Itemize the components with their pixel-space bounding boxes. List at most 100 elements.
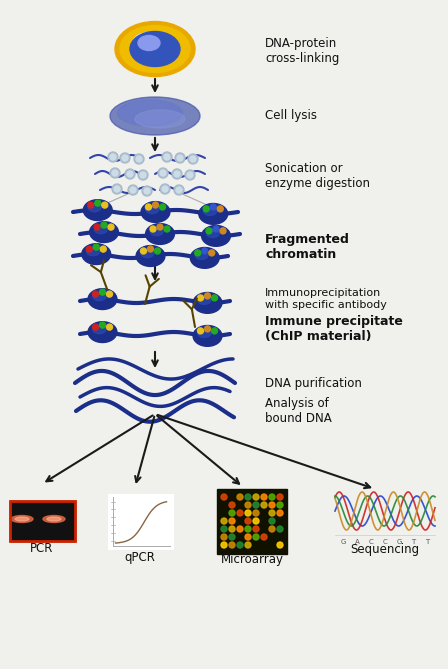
- Circle shape: [94, 224, 100, 230]
- Circle shape: [95, 200, 101, 206]
- Text: DNA-protein
cross-linking: DNA-protein cross-linking: [265, 37, 340, 65]
- Text: G: G: [396, 539, 402, 545]
- Ellipse shape: [195, 252, 208, 260]
- Circle shape: [221, 526, 227, 532]
- Text: DNA purification: DNA purification: [265, 377, 362, 391]
- Circle shape: [107, 324, 112, 330]
- Circle shape: [110, 154, 116, 160]
- Ellipse shape: [138, 35, 160, 50]
- Circle shape: [253, 510, 259, 516]
- Circle shape: [130, 187, 136, 193]
- Ellipse shape: [15, 517, 29, 521]
- Ellipse shape: [133, 33, 161, 53]
- Circle shape: [237, 542, 243, 548]
- Circle shape: [142, 186, 152, 196]
- Text: Fragmented
chromatin: Fragmented chromatin: [265, 233, 350, 261]
- Circle shape: [134, 154, 144, 164]
- Ellipse shape: [120, 25, 190, 72]
- Circle shape: [245, 494, 251, 500]
- Circle shape: [93, 244, 99, 250]
- Circle shape: [138, 170, 148, 180]
- Ellipse shape: [115, 21, 195, 76]
- Ellipse shape: [141, 201, 170, 222]
- Ellipse shape: [135, 110, 185, 128]
- Ellipse shape: [198, 296, 211, 304]
- Text: Sonication or
enzyme digestion: Sonication or enzyme digestion: [265, 162, 370, 190]
- Circle shape: [206, 228, 212, 234]
- Circle shape: [261, 502, 267, 508]
- Ellipse shape: [207, 229, 219, 237]
- Circle shape: [164, 226, 170, 232]
- Ellipse shape: [190, 248, 219, 268]
- Ellipse shape: [90, 221, 118, 242]
- Ellipse shape: [93, 326, 106, 334]
- Circle shape: [221, 542, 227, 548]
- Circle shape: [261, 494, 267, 500]
- Text: C: C: [369, 539, 373, 545]
- Circle shape: [176, 187, 182, 193]
- FancyBboxPatch shape: [108, 494, 172, 549]
- Circle shape: [158, 168, 168, 178]
- Circle shape: [195, 250, 201, 256]
- Circle shape: [203, 206, 209, 212]
- Ellipse shape: [117, 100, 182, 126]
- Circle shape: [261, 534, 267, 540]
- Circle shape: [277, 510, 283, 516]
- Circle shape: [221, 534, 227, 540]
- Circle shape: [217, 206, 223, 212]
- Circle shape: [237, 526, 243, 532]
- Circle shape: [269, 494, 275, 500]
- Circle shape: [152, 202, 159, 208]
- Circle shape: [164, 154, 170, 160]
- Circle shape: [141, 248, 146, 254]
- Circle shape: [140, 172, 146, 178]
- Circle shape: [88, 202, 94, 208]
- Circle shape: [229, 502, 235, 508]
- Circle shape: [177, 155, 183, 161]
- Circle shape: [245, 526, 251, 532]
- Ellipse shape: [83, 200, 112, 221]
- Ellipse shape: [199, 203, 228, 224]
- Circle shape: [269, 510, 275, 516]
- Circle shape: [112, 184, 122, 194]
- Circle shape: [99, 322, 105, 328]
- Circle shape: [146, 204, 151, 210]
- Circle shape: [269, 526, 275, 532]
- Circle shape: [114, 186, 120, 192]
- Circle shape: [229, 518, 235, 524]
- Circle shape: [190, 156, 196, 162]
- FancyBboxPatch shape: [217, 488, 287, 553]
- Circle shape: [108, 224, 114, 230]
- Ellipse shape: [43, 516, 65, 522]
- Circle shape: [210, 204, 216, 210]
- Circle shape: [277, 542, 283, 548]
- Circle shape: [253, 526, 259, 532]
- Ellipse shape: [82, 244, 111, 264]
- Ellipse shape: [193, 326, 222, 347]
- Circle shape: [253, 534, 259, 540]
- Circle shape: [92, 324, 99, 330]
- Ellipse shape: [47, 517, 61, 521]
- Circle shape: [198, 295, 203, 301]
- Circle shape: [220, 228, 226, 234]
- Circle shape: [229, 534, 235, 540]
- Text: T: T: [425, 539, 429, 545]
- Circle shape: [213, 226, 219, 232]
- Ellipse shape: [88, 289, 117, 310]
- Ellipse shape: [151, 227, 163, 235]
- FancyBboxPatch shape: [9, 501, 74, 541]
- Ellipse shape: [88, 322, 117, 343]
- Text: G: G: [340, 539, 346, 545]
- Circle shape: [204, 326, 211, 332]
- Circle shape: [253, 494, 259, 500]
- Circle shape: [209, 250, 215, 256]
- Circle shape: [229, 510, 235, 516]
- Circle shape: [110, 168, 120, 178]
- Ellipse shape: [141, 250, 154, 258]
- Circle shape: [245, 534, 251, 540]
- Ellipse shape: [86, 248, 99, 256]
- Text: Immune precipitate
(ChIP material): Immune precipitate (ChIP material): [265, 315, 403, 343]
- Text: PCR: PCR: [30, 543, 54, 555]
- Circle shape: [269, 502, 275, 508]
- Text: A: A: [355, 539, 359, 545]
